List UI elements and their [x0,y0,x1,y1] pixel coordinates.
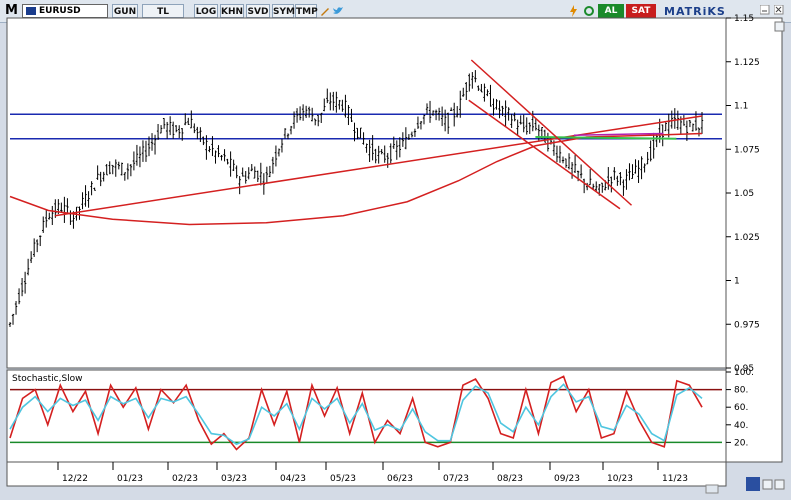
channel-lower [468,99,621,210]
time-tick-label: 02/23 [172,474,198,484]
buy-button[interactable]: AL [598,4,624,18]
panel-menu-icon[interactable] [774,21,785,32]
time-tick-label: 10/23 [607,474,633,484]
zoom-in-icon[interactable] [774,479,785,490]
time-tick-label: 09/23 [554,474,580,484]
stochastic-d-line [9,383,703,446]
price-tick-label: 1.05 [734,189,754,199]
price-panel [6,17,727,369]
symbol-prefix: M [5,3,18,18]
stochastic-panel [6,369,727,463]
time-tick-label: 05/23 [330,474,356,484]
time-tick-label: 07/23 [443,474,469,484]
time-tick-label: 06/23 [387,474,413,484]
time-tick-label: 11/23 [662,474,688,484]
edit-icon[interactable] [319,5,331,17]
channel-upper [470,59,633,206]
settings-icon[interactable] [746,477,760,491]
price-scale [725,17,783,463]
time-tick-label: 04/23 [280,474,306,484]
price-tick-label: 1.125 [734,58,760,68]
price-tick-label: 1.15 [734,14,754,24]
flag-icon [26,7,36,15]
price-tick-label: 1.1 [734,102,748,112]
time-tick-label: 12/22 [62,474,88,484]
time-axis [6,461,727,487]
stoch-tick-label: 100. [734,368,754,378]
price-tick-label: 1 [734,277,740,287]
symbol-label: EURUSD [39,6,81,16]
price-tick-label: 1.025 [734,233,760,243]
price-tick-label: 0.95 [734,364,754,374]
stoch-tick-label: 80. [734,386,748,396]
sell-button[interactable]: SAT [626,4,656,18]
stoch-tick-label: 20. [734,438,748,448]
toolbar-bottom [746,477,785,491]
stoch-tick-label: 60. [734,403,748,413]
price-tick-label: 0.975 [734,320,760,330]
indicator-title: Stochastic,Slow [12,374,83,384]
moving-average-purple [573,132,664,136]
close-icon[interactable] [774,5,786,17]
brand-logo: MATRiKS [664,5,726,18]
refresh-icon[interactable] [583,5,595,17]
time-tick-label: 01/23 [117,474,143,484]
zoom-out-icon[interactable] [762,479,773,490]
minimize-icon[interactable] [760,5,772,17]
trend-line [54,115,703,217]
moving-average-green [535,136,677,140]
price-tick-label: 1.075 [734,145,760,155]
lightning-icon[interactable] [568,5,580,17]
twitter-icon[interactable] [332,5,344,17]
time-tick-label: 03/23 [221,474,247,484]
time-tick-label: 08/23 [497,474,523,484]
stoch-tick-label: 40. [734,421,748,431]
scrollbar-thumb[interactable] [705,484,719,494]
